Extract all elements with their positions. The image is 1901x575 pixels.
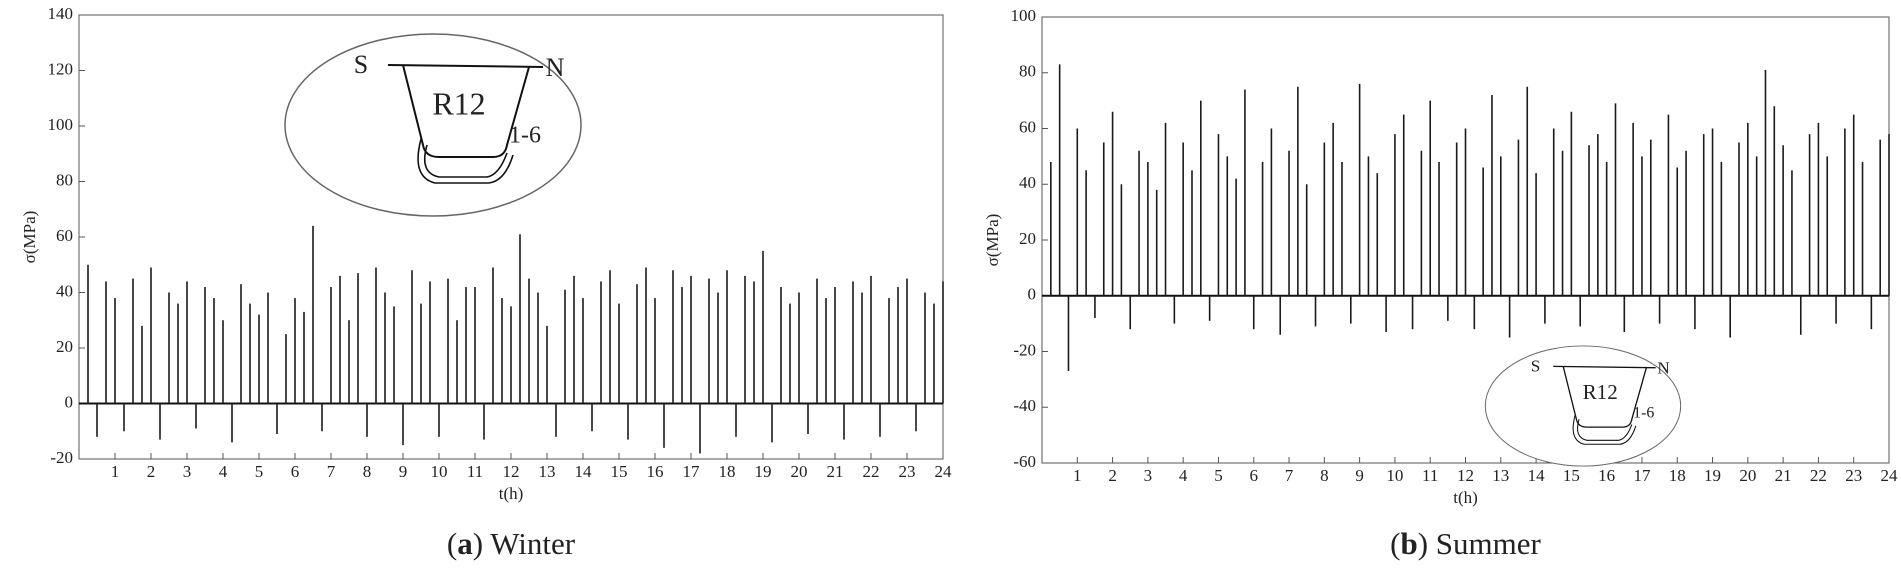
y-tick-label: 60 [56,226,73,245]
x-tick-label: 19 [755,462,772,481]
x-tick-label: 20 [1739,466,1756,485]
x-tick-label: 3 [183,462,192,481]
y-tick-label: 140 [48,4,74,23]
x-tick-label: 11 [1422,466,1438,485]
caption-part: ( [1390,526,1400,561]
y-tick-label: 120 [48,59,74,78]
y-tick-label: 0 [65,392,74,411]
x-tick-label: 9 [399,462,408,481]
y-tick-label: 40 [56,281,73,300]
y-tick-label: 20 [56,337,73,356]
x-tick-label: 6 [1250,466,1259,485]
x-tick-label: 10 [1386,466,1403,485]
x-tick-label: 19 [1704,466,1721,485]
inset-label: 1-6 [1633,405,1654,422]
inset-label: N [546,53,565,82]
inset-diagram: S N R12 1-6 [284,33,582,217]
caption: (a) Winter [447,526,576,561]
inset-diagram: S N R12 1-6 [1484,345,1682,467]
x-tick-label: 20 [791,462,808,481]
x-tick-label: 9 [1355,466,1364,485]
inset-label: N [1657,359,1669,378]
x-tick-label: 17 [1633,466,1651,485]
inset-label: 1-6 [509,123,541,149]
x-axis-label: t(h) [499,484,524,503]
y-tick-label: 100 [48,115,74,134]
inset-label: S [1531,357,1541,376]
x-tick-label: 14 [1528,466,1546,485]
x-axis-label: t(h) [1453,488,1478,507]
y-tick-label: -20 [50,448,73,467]
inset-label: R12 [432,85,485,121]
y-tick-label: 40 [1019,173,1036,192]
x-tick-label: 18 [719,462,736,481]
x-tick-label: 2 [147,462,156,481]
caption-part: b [1400,526,1417,561]
x-tick-label: 13 [1492,466,1509,485]
inset-rib [402,64,530,158]
x-tick-label: 13 [539,462,556,481]
x-tick-label: 7 [327,462,336,481]
x-tick-label: 23 [899,462,916,481]
inset-weld [417,138,514,184]
x-tick-label: 12 [1457,466,1474,485]
x-tick-label: 14 [575,462,593,481]
x-tick-label: 8 [363,462,372,481]
inset-label: R12 [1583,380,1618,404]
x-tick-label: 5 [1214,466,1223,485]
x-tick-label: 21 [1775,466,1792,485]
x-tick-label: 2 [1108,466,1117,485]
inset-rib [1562,366,1647,428]
x-tick-label: 22 [863,462,880,481]
x-tick-label: 21 [827,462,844,481]
caption-part: ) Summer [1418,526,1542,561]
x-tick-label: 15 [611,462,628,481]
x-tick-label: 4 [219,462,228,481]
x-tick-label: 16 [1598,466,1615,485]
x-tick-label: 24 [1881,466,1899,485]
x-tick-label: 18 [1669,466,1686,485]
x-tick-label: 11 [467,462,483,481]
y-axis-label: σ(MPa) [983,214,1002,267]
y-tick-label: 60 [1019,117,1036,136]
inset-weld [1572,415,1637,445]
x-tick-label: 6 [291,462,300,481]
x-tick-label: 16 [647,462,664,481]
inset-deck [1553,365,1656,369]
x-tick-label: 1 [1073,466,1082,485]
caption-part: ) Winter [473,526,576,561]
x-tick-label: 23 [1845,466,1862,485]
x-tick-label: 1 [111,462,120,481]
x-tick-label: 7 [1285,466,1294,485]
caption-part: ( [447,526,457,561]
inset-deck [387,64,544,68]
x-tick-label: 15 [1563,466,1580,485]
y-axis-label: σ(MPa) [20,211,39,264]
x-tick-label: 5 [255,462,264,481]
x-tick-label: 4 [1179,466,1188,485]
y-tick-label: 20 [1019,229,1036,248]
x-tick-label: 17 [683,462,701,481]
y-tick-label: 0 [1028,285,1037,304]
y-tick-label: -20 [1013,340,1036,359]
y-tick-label: 80 [56,170,73,189]
x-tick-label: 24 [935,462,953,481]
x-tick-label: 8 [1320,466,1329,485]
y-tick-label: -40 [1013,396,1036,415]
y-tick-label: 100 [1011,6,1037,25]
inset-label: S [354,50,368,79]
caption-part: a [457,526,473,561]
x-tick-label: 12 [503,462,520,481]
x-tick-label: 10 [431,462,448,481]
x-tick-label: 22 [1810,466,1827,485]
y-tick-label: 80 [1019,62,1036,81]
x-tick-label: 3 [1144,466,1153,485]
caption: (b) Summer [1390,526,1541,561]
y-tick-label: -60 [1013,452,1036,471]
